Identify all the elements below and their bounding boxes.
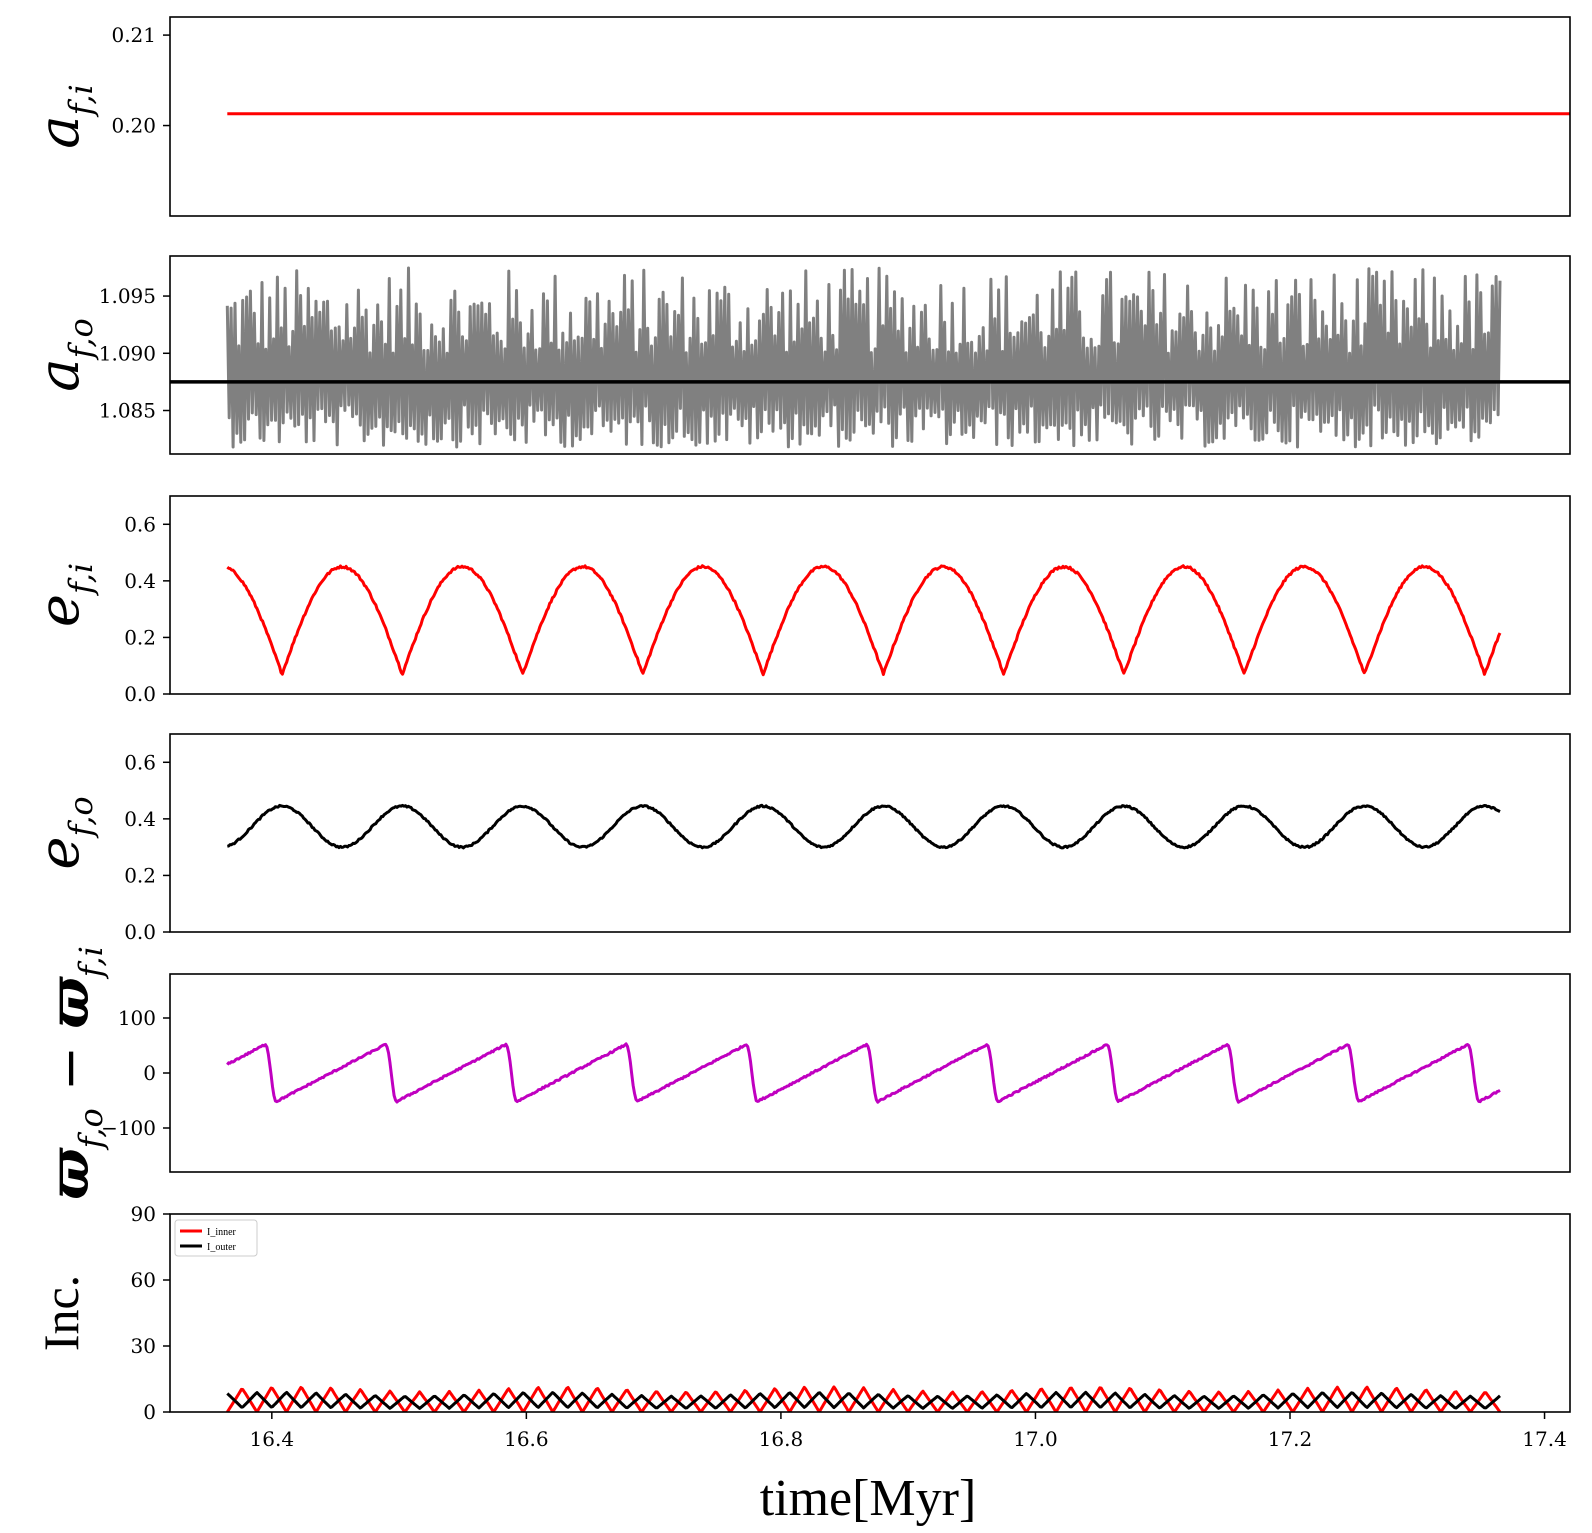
panel-6: 0 30 60 90 Inc. I_inner I_outer <box>33 1202 1571 1424</box>
x-tick-label: 17.4 <box>1522 1427 1567 1451</box>
panel-4: 0.0 0.2 0.4 0.6 ef,o <box>27 733 1571 944</box>
y-tick-label: 100 <box>118 1006 156 1030</box>
panel-5: −100 0 100 ϖf,o − ϖf,i <box>37 946 1571 1200</box>
axes-frame <box>169 733 1571 933</box>
y-axis-label: af,i <box>27 84 100 149</box>
axes-frame <box>169 1213 1571 1413</box>
x-tick-label: 17.2 <box>1268 1427 1313 1451</box>
axes-frame <box>169 255 1571 455</box>
y-tick-label: 0.0 <box>124 682 156 706</box>
legend-label: I_inner <box>207 1227 237 1238</box>
y-tick-label: 0.4 <box>124 569 156 593</box>
y-tick-label: −100 <box>101 1116 156 1140</box>
axes-frame <box>169 495 1571 695</box>
y-axis-label: ϖf,o − ϖf,i <box>37 946 110 1200</box>
y-tick-label: 0.6 <box>124 750 156 774</box>
y-tick-label: 0 <box>143 1061 156 1085</box>
x-axis-label: time[Myr] <box>760 1470 977 1527</box>
y-tick-label: 0 <box>143 1400 156 1424</box>
axes-frame <box>169 973 1571 1173</box>
panel-2: 1.085 1.090 1.095 af,o <box>27 255 1571 455</box>
panel-3: 0.0 0.2 0.4 0.6 ef,i <box>27 495 1571 706</box>
y-axis-label: Inc. <box>33 1275 89 1351</box>
y-axis-label: ef,o <box>27 796 100 869</box>
y-tick-label: 0.2 <box>124 863 156 887</box>
panel-1: 0.20 0.21 af,i <box>27 16 1571 217</box>
y-tick-label: 30 <box>131 1334 156 1358</box>
y-tick-label: 1.095 <box>99 284 156 308</box>
series-line-2-1 <box>225 266 1502 449</box>
y-axis-label: ef,i <box>27 563 100 627</box>
y-tick-label: 0.21 <box>111 23 156 47</box>
axes-frame <box>169 16 1571 217</box>
x-tick-label: 16.6 <box>504 1427 549 1451</box>
series-line-4-1 <box>227 803 1501 850</box>
y-tick-label: 0.20 <box>111 114 156 138</box>
y-tick-label: 60 <box>131 1268 156 1292</box>
legend: I_inner I_outer <box>174 1219 258 1257</box>
series-line-i-outer <box>226 1390 1501 1410</box>
y-tick-label: 0.4 <box>124 807 156 831</box>
y-tick-label: 0.0 <box>124 920 156 944</box>
x-tick-label: 16.4 <box>250 1427 295 1451</box>
series-line-3-1 <box>226 564 1502 677</box>
y-tick-label: 1.090 <box>99 341 156 365</box>
y-tick-label: 90 <box>131 1202 156 1226</box>
x-axis-ticks: 16.4 16.6 16.8 17.0 17.2 17.4 <box>250 1412 1567 1451</box>
series-line-i-inner <box>226 1385 1502 1412</box>
legend-label: I_outer <box>207 1242 237 1253</box>
x-tick-label: 16.8 <box>759 1427 804 1451</box>
y-tick-label: 1.085 <box>99 399 156 423</box>
x-tick-label: 17.0 <box>1013 1427 1058 1451</box>
panels-group: 0.200.21af,i1.0851.0901.095af,o0.00.20.4… <box>27 16 1571 1424</box>
y-tick-label: 0.2 <box>124 625 156 649</box>
series-line-5-1 <box>226 1042 1501 1104</box>
y-tick-label: 0.6 <box>124 512 156 536</box>
y-axis-label: af,o <box>27 318 100 392</box>
